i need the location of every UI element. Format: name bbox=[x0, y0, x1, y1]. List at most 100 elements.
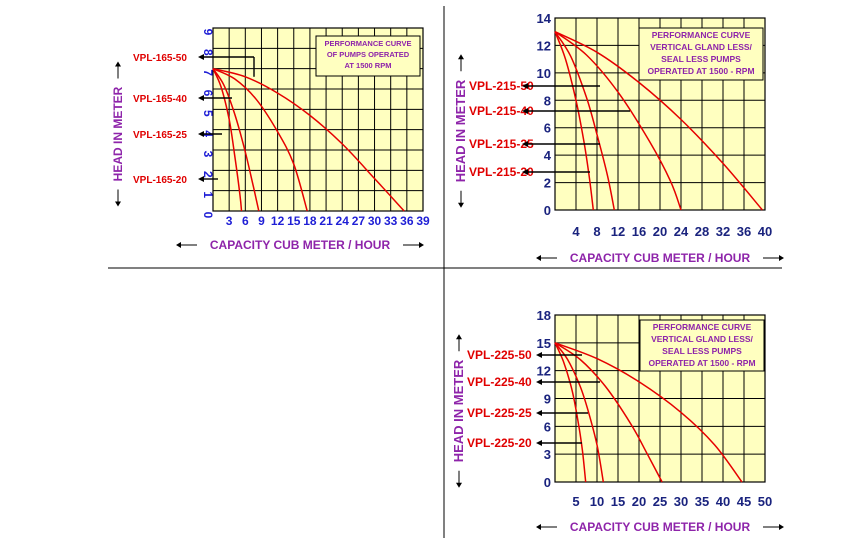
y-tick-label: 5 bbox=[201, 110, 215, 117]
y-axis-title: HEAD IN METER bbox=[453, 79, 468, 182]
chart-title-line: VERTICAL GLAND LESS/ bbox=[651, 334, 753, 344]
y-axis-title: HEAD IN METER bbox=[111, 86, 125, 181]
x-tick-label: 32 bbox=[716, 224, 730, 239]
y-axis-arrowhead bbox=[458, 202, 464, 208]
pump-curve-vpl-215-50 bbox=[554, 31, 763, 211]
x-tick-label: 5 bbox=[572, 494, 579, 509]
y-tick-label: 3 bbox=[544, 447, 551, 462]
chart-title-line: PERFORMANCE CURVE bbox=[652, 30, 751, 40]
pointer-arrowhead bbox=[522, 141, 528, 147]
chart-title-line: PERFORMANCE CURVE bbox=[653, 322, 752, 332]
pump-curve-vpl-215-40 bbox=[554, 31, 682, 211]
y-tick-label: 1 bbox=[201, 191, 215, 198]
series-label: VPL-165-50 bbox=[133, 53, 187, 64]
x-tick-label: 10 bbox=[590, 494, 604, 509]
x-tick-label: 3 bbox=[226, 214, 233, 228]
y-tick-label: 2 bbox=[544, 176, 551, 191]
series-label: VPL-165-40 bbox=[133, 94, 187, 105]
pointer-arrowhead bbox=[522, 83, 528, 89]
x-tick-label: 15 bbox=[611, 494, 625, 509]
series-label: VPL-165-20 bbox=[133, 175, 187, 186]
y-axis-arrowhead bbox=[456, 482, 462, 488]
series-label: VPL-225-20 bbox=[467, 436, 532, 450]
x-tick-label: 40 bbox=[716, 494, 730, 509]
x-tick-label: 27 bbox=[352, 214, 366, 228]
chart-1: 369121518212427303336390123456789PERFORM… bbox=[111, 27, 430, 252]
x-tick-label: 12 bbox=[611, 224, 625, 239]
y-tick-label: 9 bbox=[201, 29, 215, 36]
pointer-arrowhead bbox=[198, 54, 204, 60]
x-tick-label: 18 bbox=[303, 214, 317, 228]
y-tick-label: 2 bbox=[201, 171, 215, 178]
pump-curve-vpl-225-40 bbox=[554, 342, 663, 483]
series-label: VPL-215-40 bbox=[469, 104, 534, 118]
x-axis-arrowhead bbox=[536, 524, 541, 530]
y-tick-label: 0 bbox=[201, 212, 215, 219]
pump-curve-vpl-165-40 bbox=[212, 68, 308, 212]
y-tick-label: 8 bbox=[544, 93, 551, 108]
pump-curve-vpl-225-25 bbox=[554, 342, 605, 483]
pointer-arrowhead bbox=[536, 352, 542, 358]
series-label: VPL-165-25 bbox=[133, 130, 187, 141]
y-axis-title: HEAD IN METER bbox=[451, 359, 466, 462]
pointer-arrowhead bbox=[522, 108, 528, 114]
y-tick-label: 6 bbox=[544, 419, 551, 434]
x-tick-label: 15 bbox=[287, 214, 301, 228]
x-tick-label: 45 bbox=[737, 494, 751, 509]
pointer-arrowhead bbox=[198, 176, 204, 182]
x-tick-label: 50 bbox=[758, 494, 772, 509]
y-tick-label: 7 bbox=[201, 69, 215, 76]
y-tick-label: 10 bbox=[537, 66, 551, 81]
x-tick-label: 30 bbox=[674, 494, 688, 509]
pump-curve-vpl-215-20 bbox=[554, 31, 595, 211]
chart-title-line: SEAL LESS PUMPS bbox=[661, 54, 741, 64]
x-axis-arrowhead bbox=[779, 524, 784, 530]
pump-curve-vpl-225-20 bbox=[554, 342, 587, 483]
series-label: VPL-225-25 bbox=[467, 406, 532, 420]
y-tick-label: 0 bbox=[544, 203, 551, 218]
x-tick-label: 24 bbox=[336, 214, 350, 228]
series-label: VPL-225-40 bbox=[467, 375, 532, 389]
pump-curve-vpl-165-25 bbox=[212, 68, 260, 212]
x-axis-title: CAPACITY CUB METER / HOUR bbox=[570, 251, 751, 265]
y-tick-label: 0 bbox=[544, 475, 551, 490]
x-tick-label: 25 bbox=[653, 494, 667, 509]
x-tick-label: 36 bbox=[737, 224, 751, 239]
x-tick-label: 8 bbox=[593, 224, 600, 239]
x-tick-label: 24 bbox=[674, 224, 689, 239]
x-tick-label: 12 bbox=[271, 214, 285, 228]
pump-curve-vpl-165-50 bbox=[212, 67, 405, 212]
pump-curve-vpl-225-50 bbox=[554, 342, 743, 483]
y-tick-label: 8 bbox=[201, 49, 215, 56]
x-axis-arrowhead bbox=[779, 255, 784, 261]
chart-title-line: OPERATED AT 1500 - RPM bbox=[647, 66, 754, 76]
x-tick-label: 9 bbox=[258, 214, 265, 228]
chart-3: 5 10 15 20 25 30 35 40 45 50 0 3 6 9 12 15 18 PERFORMANCE… bbox=[451, 308, 784, 534]
pointer-arrowhead bbox=[198, 131, 204, 137]
y-axis-arrowhead bbox=[458, 54, 464, 60]
x-tick-label: 28 bbox=[695, 224, 709, 239]
x-tick-label: 21 bbox=[319, 214, 333, 228]
x-tick-label: 30 bbox=[368, 214, 382, 228]
x-axis-arrowhead bbox=[419, 242, 424, 248]
x-tick-label: 20 bbox=[653, 224, 667, 239]
pointer-arrowhead bbox=[536, 379, 542, 385]
series-label: VPL-215-20 bbox=[469, 165, 534, 179]
chart-title-line: OF PUMPS OPERATED bbox=[327, 50, 410, 59]
x-axis-title: CAPACITY CUB METER / HOUR bbox=[210, 238, 391, 252]
chart-title-line: SEAL LESS PUMPS bbox=[662, 346, 742, 356]
x-tick-label: 16 bbox=[632, 224, 646, 239]
y-tick-label: 3 bbox=[201, 151, 215, 158]
y-axis-arrowhead bbox=[115, 201, 121, 207]
chart-title-box bbox=[638, 27, 764, 81]
x-axis-arrowhead bbox=[176, 242, 181, 248]
x-tick-label: 39 bbox=[416, 214, 430, 228]
chart-2: 4 8 12 16 20 24 28 32 36 4002468101214PERFORMANCE… bbox=[453, 11, 784, 265]
y-tick-label: 14 bbox=[537, 11, 552, 26]
pointer-arrowhead bbox=[522, 169, 528, 175]
series-label: VPL-225-50 bbox=[467, 348, 532, 362]
y-tick-label: 18 bbox=[537, 308, 551, 323]
pointer-arrowhead bbox=[536, 410, 542, 416]
